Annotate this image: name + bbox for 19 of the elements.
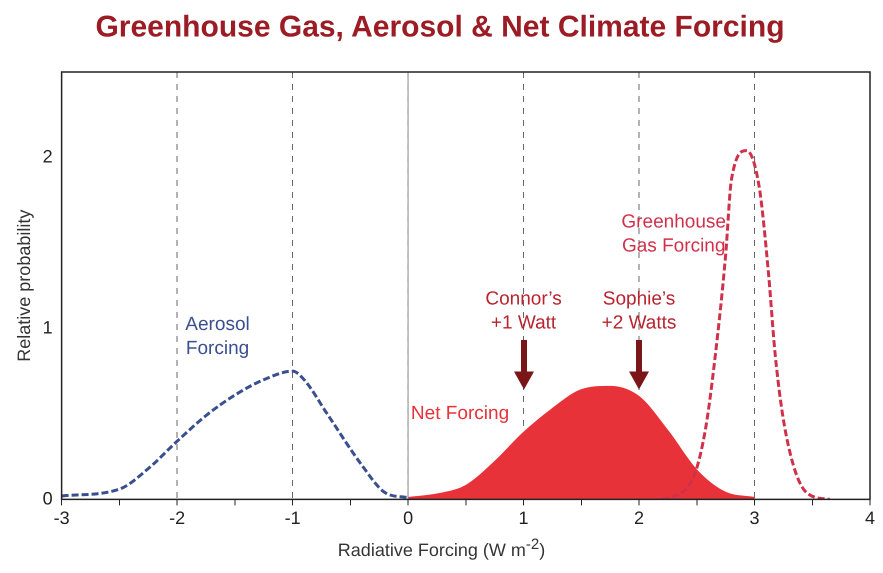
y-tick-label: 1: [42, 317, 53, 338]
x-axis-title: Radiative Forcing (W m$^{-2}$): [336, 536, 546, 561]
y-tick-label: 2: [42, 146, 53, 166]
annotation: Connor’s +1 Watt: [485, 288, 562, 334]
x-tick-label: 2: [634, 508, 644, 528]
annotation: Sophie’s +2 Watts: [602, 288, 676, 334]
x-tick-label: 1: [518, 508, 529, 528]
x-tick-label: 0: [403, 508, 414, 528]
x-tick-label: -2: [169, 508, 186, 528]
series-label: Aerosol Forcing: [185, 314, 250, 360]
x-tick-label: 4: [864, 508, 876, 528]
y-tick-label: 0: [42, 488, 53, 508]
x-tick-label: -3: [54, 508, 70, 528]
chart-title: Greenhouse Gas, Aerosol & Net Climate Forcing: [95, 10, 785, 44]
series-label: Net Forcing: [410, 403, 510, 424]
y-axis-title: Relative probability: [14, 210, 34, 362]
series-label: Greenhouse Gas Forcing: [621, 212, 726, 257]
x-tick-label: 3: [750, 508, 760, 528]
x-tick-label: -1: [284, 508, 301, 528]
